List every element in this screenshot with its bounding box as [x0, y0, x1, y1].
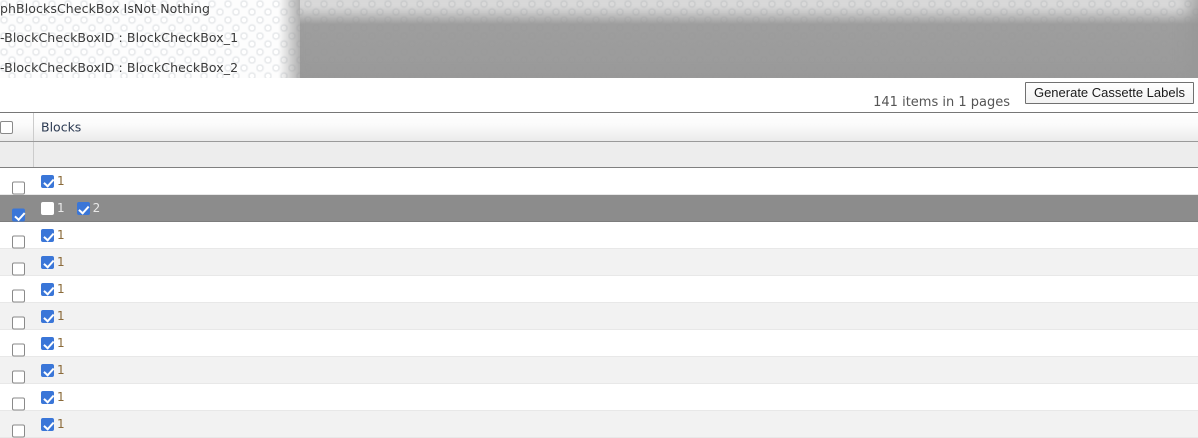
- row-select-checkbox[interactable]: [12, 316, 25, 329]
- table-row[interactable]: 1: [0, 249, 1198, 276]
- blocks-cell: 1: [41, 276, 77, 302]
- block-checkbox[interactable]: [41, 309, 54, 323]
- generate-cassette-labels-button[interactable]: Generate Cassette Labels: [1024, 82, 1194, 104]
- table-row[interactable]: 1: [0, 276, 1198, 303]
- block-checkbox-item[interactable]: 1: [41, 336, 65, 350]
- block-checkbox[interactable]: [41, 282, 54, 296]
- block-label: 1: [57, 336, 65, 350]
- block-checkbox[interactable]: [41, 255, 54, 269]
- block-label: 1: [57, 228, 65, 242]
- table-row[interactable]: 1: [0, 222, 1198, 249]
- row-select-checkbox[interactable]: [12, 181, 25, 194]
- blocks-cell: 1: [41, 168, 77, 194]
- row-select-checkbox[interactable]: [12, 424, 25, 437]
- row-select-checkbox[interactable]: [12, 370, 25, 383]
- block-label: 1: [57, 201, 65, 215]
- debug-overlay-strip: phBlocksCheckBox IsNot Nothing -BlockChe…: [0, 0, 1198, 78]
- row-select-checkbox[interactable]: [12, 262, 25, 275]
- block-checkbox-item[interactable]: 1: [41, 255, 65, 269]
- row-select-checkbox[interactable]: [12, 289, 25, 302]
- blocks-cell: 1: [41, 249, 77, 275]
- grid-filter-row[interactable]: [0, 142, 1198, 168]
- block-checkbox[interactable]: [41, 363, 54, 377]
- block-checkbox[interactable]: [41, 201, 54, 215]
- grid-header-row: Blocks: [0, 113, 1198, 142]
- blocks-cell: 1: [41, 303, 77, 329]
- debug-line: -BlockCheckBoxID : BlockCheckBox_2: [0, 60, 239, 75]
- block-label: 1: [57, 174, 65, 188]
- block-checkbox[interactable]: [76, 201, 90, 215]
- block-checkbox[interactable]: [41, 174, 54, 188]
- block-checkbox-item[interactable]: 1: [41, 390, 65, 404]
- block-checkbox[interactable]: [41, 390, 54, 404]
- block-checkbox-item[interactable]: 1: [41, 309, 65, 323]
- table-row[interactable]: 1: [0, 384, 1198, 411]
- items-count-label: 141 items in 1 pages: [873, 95, 1010, 110]
- block-label: 1: [57, 255, 65, 269]
- block-label: 1: [57, 390, 65, 404]
- command-bar: 141 items in 1 pages Generate Cassette L…: [0, 78, 1198, 112]
- block-label: 1: [57, 363, 65, 377]
- blocks-cell: 1: [41, 384, 77, 410]
- column-separator: [33, 142, 34, 167]
- block-label: 1: [57, 282, 65, 296]
- debug-line: -BlockCheckBoxID : BlockCheckBox_1: [0, 30, 239, 45]
- block-label: 2: [92, 201, 101, 215]
- block-checkbox[interactable]: [41, 228, 54, 242]
- table-row[interactable]: 1: [0, 330, 1198, 357]
- table-row[interactable]: 1: [0, 168, 1198, 195]
- table-row[interactable]: 1: [0, 411, 1198, 438]
- blocks-cell: 1: [41, 330, 77, 356]
- column-separator: [33, 113, 34, 141]
- debug-line: phBlocksCheckBox IsNot Nothing: [0, 1, 211, 16]
- block-checkbox-item[interactable]: 1: [41, 417, 65, 431]
- block-checkbox-item[interactable]: 1: [41, 174, 65, 188]
- block-checkbox[interactable]: [41, 417, 54, 431]
- blocks-cell: 1: [41, 357, 77, 383]
- block-label: 1: [57, 417, 65, 431]
- row-select-checkbox[interactable]: [12, 343, 25, 356]
- block-checkbox-item[interactable]: 1: [41, 282, 65, 296]
- row-select-checkbox[interactable]: [12, 235, 25, 248]
- table-row[interactable]: 1: [0, 357, 1198, 384]
- blocks-cell: 1: [41, 222, 77, 248]
- column-header-blocks[interactable]: Blocks: [41, 119, 82, 135]
- row-select-checkbox[interactable]: [12, 208, 25, 221]
- row-select-checkbox[interactable]: [12, 397, 25, 410]
- blocks-cell: 1: [41, 411, 77, 437]
- overlay-shade: [278, 0, 1198, 78]
- block-checkbox-item[interactable]: 2: [76, 201, 101, 215]
- block-checkbox-item[interactable]: 1: [41, 363, 65, 377]
- table-row[interactable]: 1: [0, 303, 1198, 330]
- block-checkbox-item[interactable]: 1: [41, 228, 65, 242]
- block-label: 1: [57, 309, 65, 323]
- block-checkbox-item[interactable]: 1: [41, 201, 65, 215]
- block-checkbox[interactable]: [41, 336, 54, 350]
- select-all-checkbox[interactable]: [0, 120, 13, 134]
